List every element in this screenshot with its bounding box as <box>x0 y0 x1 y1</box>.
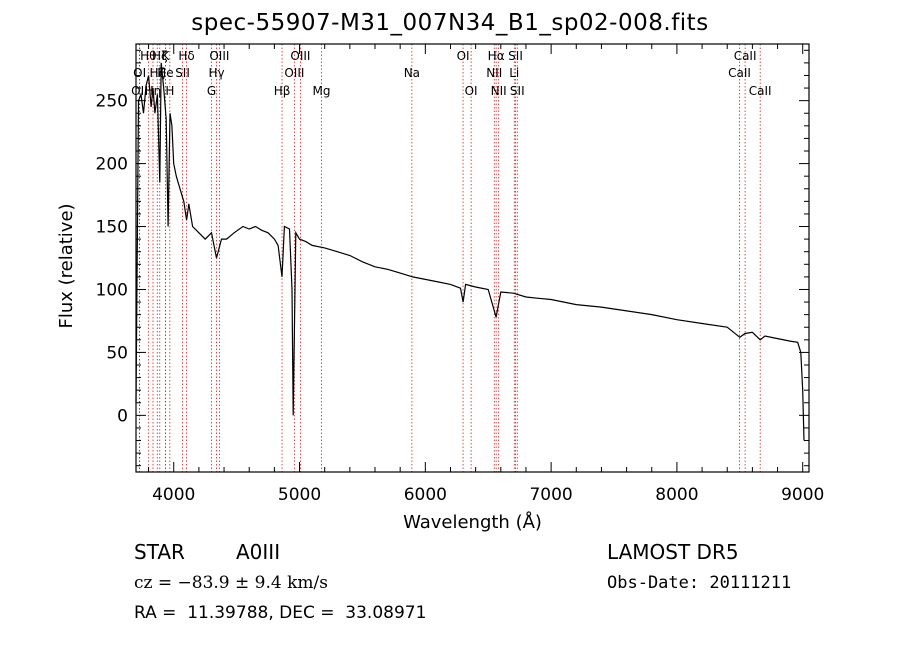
line-label: Na <box>404 66 420 80</box>
line-label: OI <box>457 49 470 63</box>
line-label: OII <box>131 84 148 98</box>
y-tick-label: 0 <box>117 406 128 426</box>
y-axis-label: Flux (relative) <box>56 203 77 328</box>
line-label: G <box>207 84 216 98</box>
x-axis-label: Wavelength (Å) <box>403 511 542 533</box>
line-label: CaII <box>749 84 772 98</box>
x-tick-label: 4000 <box>152 485 195 505</box>
line-label: SII <box>510 84 525 98</box>
chart-title: spec-55907-M31_007N34_B1_sp02-008.fits <box>191 10 709 36</box>
x-tick-label: 7000 <box>529 485 572 505</box>
line-label: SII <box>175 66 190 80</box>
line-label: CaII <box>728 66 751 80</box>
y-tick-label: 250 <box>96 92 128 112</box>
spectrum-line <box>135 62 805 441</box>
line-label: CaII <box>734 49 757 63</box>
line-label: OI <box>133 66 146 80</box>
line-label: NII <box>491 84 507 98</box>
line-label: H <box>165 84 174 98</box>
y-tick-label: 50 <box>106 343 128 363</box>
subclass-label: A0III <box>236 540 281 564</box>
line-label: K <box>161 49 170 63</box>
class-label: STAR <box>134 540 185 564</box>
line-label: OIII <box>290 49 310 63</box>
line-label: SII <box>508 49 523 63</box>
line-label: Li <box>509 66 519 80</box>
line-label: Hβ <box>274 84 291 98</box>
line-label: OIII <box>209 49 229 63</box>
line-labels: OIIOIHθHηHζHζKHeHSIIHδGHγOIIIHβOIIIOIIIM… <box>131 49 771 98</box>
line-label: Mg <box>313 84 331 98</box>
y-tick-label: 200 <box>96 155 128 175</box>
obs-date-label: Obs-Date: 20111211 <box>607 573 792 593</box>
x-tick-label: 9000 <box>781 485 824 505</box>
line-label: OIII <box>284 66 304 80</box>
y-axis-ticks: 0 50 100 150 200 250 <box>96 49 809 467</box>
line-label: Hζ <box>152 49 168 63</box>
x-axis-ticks: 4000 5000 6000 7000 8000 9000 <box>148 44 824 505</box>
x-tick-label: 6000 <box>404 485 447 505</box>
redshift-label: cz = −83.9 ± 9.4 km/s <box>134 573 328 593</box>
x-tick-label: 8000 <box>655 485 698 505</box>
line-label: Hδ <box>178 49 194 63</box>
line-label: Hθ <box>140 49 156 63</box>
plot-frame <box>135 43 810 473</box>
line-label: OI <box>465 84 478 98</box>
line-label: NII <box>486 66 502 80</box>
coordinates-label: RA = 11.39788, DEC = 33.08971 <box>134 603 427 623</box>
line-label: Hα <box>488 49 505 63</box>
line-label: Hγ <box>208 66 224 80</box>
y-tick-label: 150 <box>96 218 128 238</box>
survey-label: LAMOST DR5 <box>607 540 739 564</box>
x-tick-label: 5000 <box>278 485 321 505</box>
line-markers <box>138 44 761 472</box>
y-tick-label: 100 <box>96 280 128 300</box>
line-label: He <box>157 66 173 80</box>
